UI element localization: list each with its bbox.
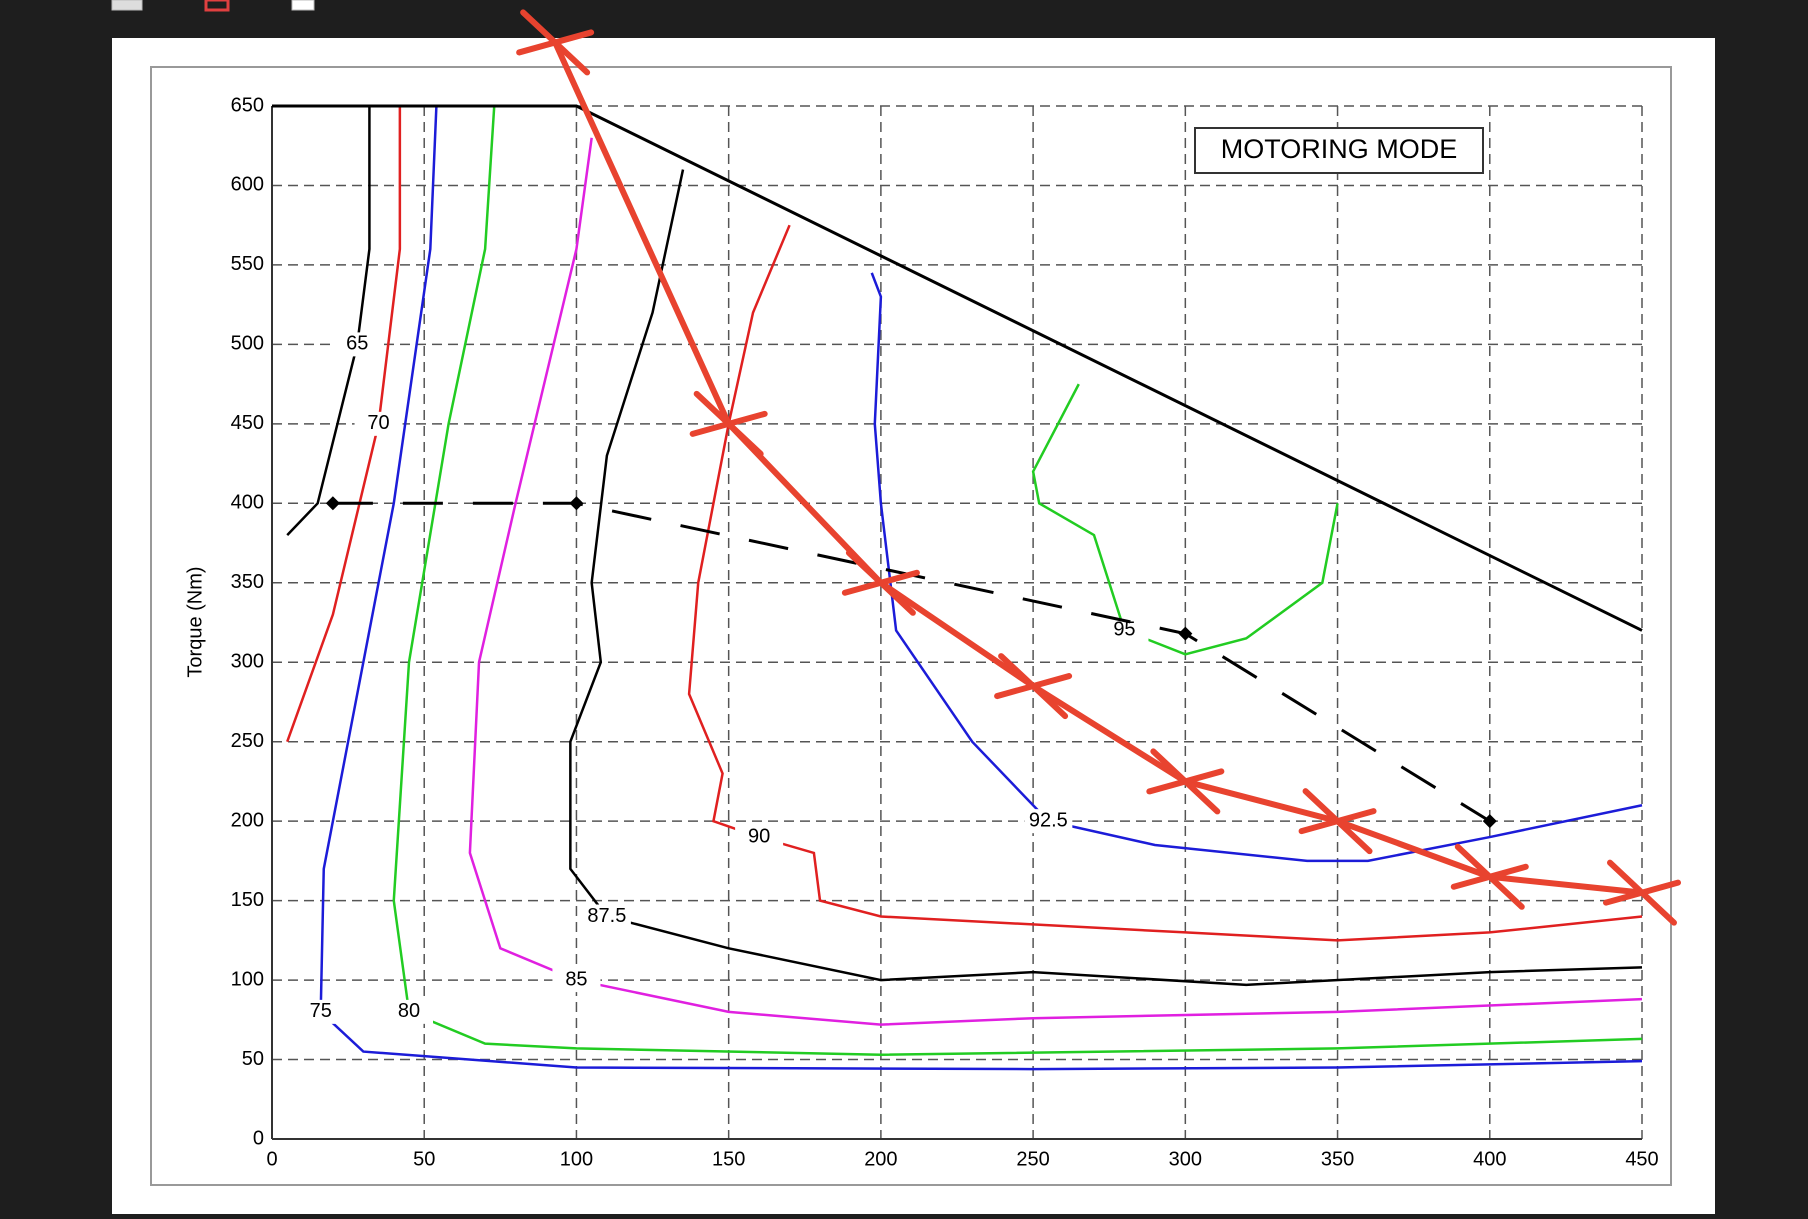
y-tick-label: 300 [231, 651, 264, 673]
contour-label-bg [552, 968, 601, 993]
contour-label: 65 [346, 333, 368, 355]
chart: 0 50 100 150 200 250 300 350 400 450 0 50 100 150 200 2… [231, 9, 1681, 1170]
operating-point [1482, 814, 1497, 829]
y-tick-label: 150 [231, 889, 264, 911]
y-tick-label: 100 [231, 968, 264, 990]
y-tick-label: 400 [231, 492, 264, 514]
operating-point [325, 496, 340, 511]
x-tick-label: 450 [1625, 1148, 1658, 1170]
pen-cross [1603, 859, 1681, 926]
contour-label-bg [582, 904, 631, 929]
contour-line [870, 272, 1643, 863]
x-tick-label: 400 [1473, 1148, 1506, 1170]
contour-label: 92.5 [1029, 809, 1068, 831]
toolbar [111, 0, 315, 12]
shape-tool[interactable] [204, 0, 230, 12]
contour-label-bg [333, 332, 382, 357]
contour-label: 75 [310, 1000, 332, 1022]
contour-line [569, 169, 1643, 987]
y-tick-label: 250 [231, 730, 264, 752]
pen-cross [994, 653, 1073, 720]
contour-line [468, 137, 1643, 1026]
annotation-box [1194, 127, 1484, 174]
annotation: MOTORING MODE [1221, 134, 1458, 164]
x-tick-label: 150 [712, 1148, 745, 1170]
contour-label: 70 [367, 412, 389, 434]
contour-label-bg [1100, 618, 1149, 643]
operating-point [569, 496, 584, 511]
pen-cross [841, 549, 920, 616]
x-tick-label: 250 [1016, 1148, 1049, 1170]
pen-cross [689, 390, 768, 457]
contour-label: 85 [565, 968, 587, 990]
x-tick-label: 300 [1169, 1148, 1202, 1170]
contour-label-bg [735, 825, 784, 850]
x-tick-label: 200 [864, 1148, 897, 1170]
operating-point [1178, 626, 1193, 641]
pen-cross [1146, 748, 1225, 815]
y-tick-label: 450 [231, 412, 264, 434]
y-tick-label: 600 [231, 174, 264, 196]
x-tick-label: 350 [1321, 1148, 1354, 1170]
contour-label: 90 [748, 825, 770, 847]
fill-tool[interactable] [291, 0, 315, 11]
y-tick-label: 200 [231, 809, 264, 831]
y-tick-label: 500 [231, 333, 264, 355]
torque-envelope [272, 104, 1643, 632]
contour-label-bg [1024, 809, 1073, 834]
contour-label: 95 [1113, 619, 1135, 641]
pen-cross [516, 9, 595, 76]
chart-frame [150, 66, 1672, 1186]
y-tick-label: 0 [253, 1127, 264, 1149]
x-tick-label: 0 [266, 1148, 277, 1170]
contour-label-bg [296, 999, 345, 1024]
contour-label: 80 [398, 1000, 420, 1022]
y-tick-label: 550 [231, 253, 264, 275]
pen-cross [1298, 788, 1377, 855]
contour-label: 87.5 [587, 905, 626, 927]
y-tick-label: 50 [242, 1048, 264, 1070]
pen-cross [1450, 843, 1529, 910]
y-tick-label: 350 [231, 571, 264, 593]
x-tick-label: 50 [413, 1148, 435, 1170]
line-tool[interactable] [111, 0, 143, 11]
y-tick-label: 650 [231, 94, 264, 116]
contour-label-bg [385, 999, 433, 1024]
x-tick-label: 100 [560, 1148, 593, 1170]
contour-label-bg [354, 411, 403, 436]
y-axis-label: Torque (Nm) [184, 566, 206, 677]
